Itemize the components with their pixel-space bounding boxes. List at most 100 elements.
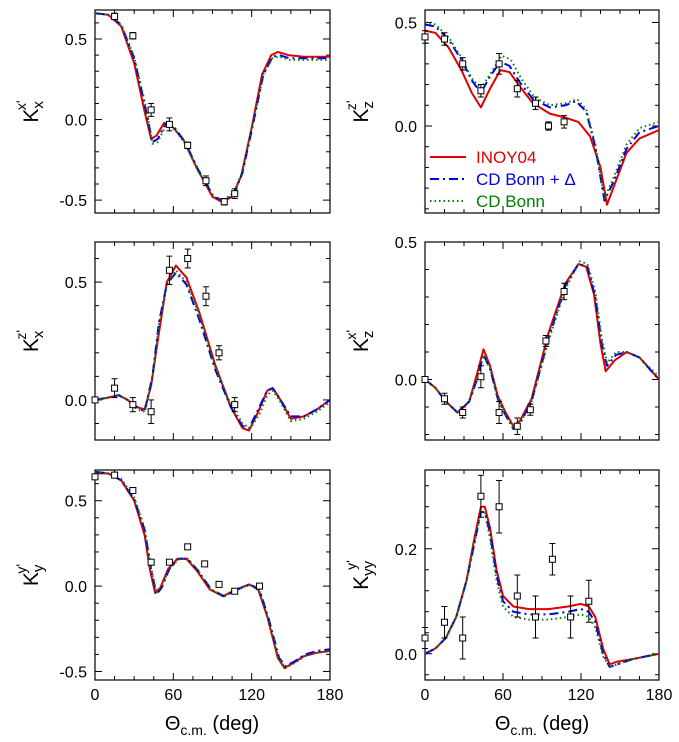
legend-item-1: INOY04: [430, 148, 536, 167]
data-point: [567, 595, 575, 639]
y-tick-label: 0.5: [65, 32, 87, 49]
data-point: [441, 606, 448, 639]
y-axis-label: Kxx': [13, 100, 47, 122]
y-tick-label: -0.5: [59, 664, 87, 681]
y-tick-label: 0.5: [65, 494, 87, 511]
series-line-3: [425, 260, 659, 430]
panel-p4: 0.5 0.0 Kzx': [343, 235, 660, 441]
y-axis-label: Kyyy': [343, 560, 377, 590]
panel-p6: 0 60 120 180 0.2 0.0 Kyyy': [343, 469, 673, 704]
y-tick-label: 0.0: [395, 647, 417, 664]
y-tick-label: 0.0: [65, 579, 87, 596]
series-line-1: [425, 263, 659, 428]
panel-p5: 0 60 120 180 0.5 0.0 -0.5 Kyy': [13, 469, 344, 704]
x-tick-label: 0: [421, 687, 430, 704]
x-tick-label: 120: [238, 687, 265, 704]
x-tick-label: 60: [494, 687, 512, 704]
y-axis-label: Kzz': [343, 100, 377, 122]
data-point: [441, 32, 448, 46]
x-axis-label-left: Θc.m. (deg): [165, 713, 259, 738]
x-axis-label-right: Θc.m. (deg): [495, 713, 589, 738]
y-tick-label: 0.0: [65, 393, 87, 410]
data-point: [215, 580, 223, 588]
series-line-3: [425, 511, 659, 668]
data-point: [220, 198, 228, 206]
series-line-2: [425, 511, 659, 668]
y-tick-label: 0.0: [395, 373, 417, 390]
x-axis-labels: Θc.m. (deg) Θc.m. (deg): [165, 713, 589, 738]
legend: INOY04 CD Bonn + Δ CD Bonn: [430, 148, 576, 211]
data-point: [532, 595, 539, 639]
data-point: [165, 117, 173, 132]
panel-p1: 0.5 0.0 -0.5 Kxx': [13, 9, 331, 214]
data-point: [545, 121, 552, 131]
plot-frame: [94, 241, 331, 441]
plot-frame: [424, 469, 660, 681]
data-point: [147, 399, 155, 424]
data-point: [91, 396, 99, 404]
panel-p2: 0.5 0.0 Kzz': [343, 9, 660, 214]
x-tick-label: 180: [646, 687, 673, 704]
data-point: [459, 57, 467, 71]
series-line-2: [425, 263, 659, 430]
y-tick-label: 0.0: [65, 113, 87, 130]
data-point: [477, 365, 485, 389]
y-tick-label: -0.5: [59, 193, 87, 210]
series-line-3: [95, 470, 330, 669]
data-point: [560, 115, 568, 129]
legend-label: CD Bonn + Δ: [476, 170, 576, 189]
series-line-2: [95, 12, 330, 202]
data-point: [231, 188, 239, 199]
data-point: [129, 32, 137, 40]
data-point: [111, 12, 119, 21]
legend-label: INOY04: [476, 148, 536, 167]
data-point: [495, 480, 503, 534]
data-point: [513, 79, 521, 98]
data-point: [585, 579, 593, 623]
data-point: [231, 587, 239, 595]
series-line-1: [95, 472, 330, 669]
series-line-2: [95, 470, 330, 668]
y-tick-label: 0.5: [395, 15, 417, 32]
data-point: [421, 376, 429, 383]
y-tick-label: 0.5: [65, 275, 87, 292]
data-point: [526, 403, 534, 416]
data-point: [256, 582, 263, 590]
plot-frame: [94, 9, 331, 214]
data-point: [165, 255, 173, 285]
data-point: [111, 471, 119, 479]
data-point: [560, 282, 568, 301]
data-point: [91, 473, 99, 481]
series-line-3: [95, 12, 330, 202]
data-point: [129, 397, 137, 413]
panels: 0.5 0.0 -0.5 Kxx' 0.5 0.0 Kzz' 0.5 0.0 Kxz' 0.5 0.0…: [13, 9, 673, 704]
y-axis-label: Kzx': [343, 330, 377, 352]
data-point: [542, 335, 550, 347]
data-point: [201, 560, 209, 568]
data-point: [421, 627, 429, 649]
y-axis-label: Kxz': [13, 330, 47, 352]
panel-p3: 0.5 0.0 Kxz': [13, 241, 331, 441]
data-point: [184, 543, 192, 551]
data-point: [165, 558, 173, 566]
x-tick-label: 180: [317, 687, 344, 704]
data-point: [513, 417, 521, 435]
x-tick-label: 60: [164, 687, 182, 704]
data-point: [513, 574, 521, 618]
data-point: [459, 616, 467, 660]
data-point: [111, 378, 119, 399]
data-point: [202, 286, 210, 307]
data-point: [129, 486, 137, 494]
data-point: [184, 141, 192, 150]
data-point: [184, 248, 192, 269]
x-tick-label: 120: [568, 687, 595, 704]
data-point: [532, 96, 539, 110]
data-point: [231, 397, 239, 413]
legend-item-2: CD Bonn + Δ: [430, 170, 576, 189]
data-point: [441, 392, 448, 405]
y-tick-label: 0.5: [395, 235, 417, 252]
data-point: [477, 474, 485, 518]
legend-label: CD Bonn: [476, 192, 545, 211]
data-point: [202, 175, 210, 187]
